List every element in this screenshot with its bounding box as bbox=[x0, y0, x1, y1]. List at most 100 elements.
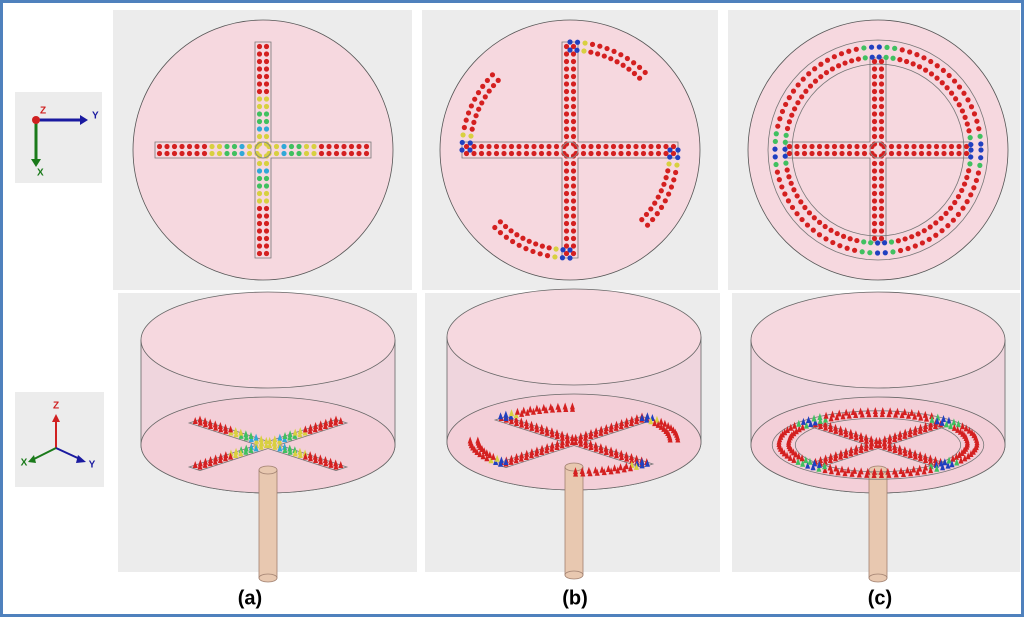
current-dot bbox=[564, 221, 569, 226]
current-dot bbox=[884, 55, 889, 60]
current-dot bbox=[334, 151, 339, 156]
current-dot bbox=[978, 141, 983, 146]
current-dot bbox=[809, 151, 814, 156]
current-dot bbox=[773, 139, 778, 144]
current-dot bbox=[531, 144, 536, 149]
current-dot bbox=[571, 161, 576, 166]
current-dot bbox=[882, 240, 887, 245]
current-dot bbox=[157, 151, 162, 156]
current-dot bbox=[179, 144, 184, 149]
current-dot bbox=[257, 66, 262, 71]
current-dot bbox=[264, 228, 269, 233]
current-dot bbox=[554, 151, 559, 156]
current-dot bbox=[257, 176, 262, 181]
current-dot bbox=[571, 134, 576, 139]
current-dot bbox=[567, 255, 572, 260]
feed-probe bbox=[565, 467, 583, 575]
current-dot bbox=[564, 119, 569, 124]
axis-label: Y bbox=[92, 111, 99, 122]
current-dot bbox=[879, 74, 884, 79]
current-dot bbox=[808, 83, 813, 88]
current-dot bbox=[830, 66, 835, 71]
current-dot bbox=[590, 42, 595, 47]
current-dot bbox=[264, 111, 269, 116]
current-dot bbox=[574, 48, 579, 53]
current-dot bbox=[964, 175, 969, 180]
current-dot bbox=[872, 81, 877, 86]
feed-probe-end bbox=[869, 574, 887, 582]
current-dot bbox=[779, 184, 784, 189]
current-dot bbox=[852, 248, 857, 253]
current-dot bbox=[533, 241, 538, 246]
feed-probe bbox=[259, 470, 277, 578]
current-dot bbox=[849, 58, 854, 63]
current-dot bbox=[773, 154, 778, 159]
current-dot bbox=[786, 198, 791, 203]
current-dot bbox=[935, 63, 940, 68]
current-dot bbox=[817, 220, 822, 225]
current-dot bbox=[281, 144, 286, 149]
current-dot bbox=[812, 215, 817, 220]
current-dot bbox=[861, 239, 866, 244]
current-dot bbox=[904, 59, 909, 64]
current-dot bbox=[503, 224, 508, 229]
current-dot bbox=[965, 97, 970, 102]
current-dot bbox=[194, 151, 199, 156]
current-dot bbox=[832, 144, 837, 149]
current-dot bbox=[491, 83, 496, 88]
current-dot bbox=[846, 49, 851, 54]
current-dot bbox=[257, 134, 262, 139]
current-dot bbox=[524, 144, 529, 149]
current-dot bbox=[257, 74, 262, 79]
current-dot bbox=[631, 60, 636, 65]
current-dot bbox=[471, 151, 476, 156]
current-dot bbox=[872, 198, 877, 203]
current-dot bbox=[552, 254, 557, 259]
current-dot bbox=[839, 144, 844, 149]
current-dot bbox=[913, 243, 918, 248]
current-dot bbox=[854, 47, 859, 52]
current-dot bbox=[952, 200, 957, 205]
panel-label: (c) bbox=[868, 587, 892, 609]
current-dot bbox=[641, 144, 646, 149]
current-dot bbox=[571, 243, 576, 248]
current-dot bbox=[564, 161, 569, 166]
current-dot bbox=[959, 188, 964, 193]
current-dot bbox=[875, 250, 880, 255]
current-dot bbox=[784, 133, 789, 138]
current-dot bbox=[879, 183, 884, 188]
current-dot bbox=[571, 191, 576, 196]
current-dot bbox=[787, 95, 792, 100]
current-dot bbox=[571, 66, 576, 71]
current-dot bbox=[516, 151, 521, 156]
current-dot bbox=[571, 74, 576, 79]
current-dot bbox=[879, 104, 884, 109]
current-dot bbox=[296, 144, 301, 149]
current-dot bbox=[571, 213, 576, 218]
current-dot bbox=[879, 59, 884, 64]
current-dot bbox=[564, 191, 569, 196]
current-dot bbox=[962, 115, 967, 120]
current-dot bbox=[872, 111, 877, 116]
current-dot bbox=[665, 168, 670, 173]
current-dot bbox=[966, 128, 971, 133]
current-dot bbox=[564, 206, 569, 211]
current-dot bbox=[879, 221, 884, 226]
current-dot bbox=[564, 168, 569, 173]
current-dot bbox=[949, 91, 954, 96]
feed-probe-end bbox=[565, 571, 583, 579]
triad-bg bbox=[15, 92, 102, 183]
current-dot bbox=[508, 228, 513, 233]
current-dot bbox=[311, 144, 316, 149]
panel-top bbox=[748, 20, 1008, 280]
current-dot bbox=[264, 251, 269, 256]
current-dot bbox=[787, 119, 792, 124]
axis-label: X bbox=[37, 168, 44, 179]
current-dot bbox=[209, 144, 214, 149]
current-dot bbox=[879, 228, 884, 233]
current-dot bbox=[264, 66, 269, 71]
current-dot bbox=[889, 144, 894, 149]
current-dot bbox=[847, 144, 852, 149]
current-dot bbox=[824, 151, 829, 156]
current-dot bbox=[968, 192, 973, 197]
